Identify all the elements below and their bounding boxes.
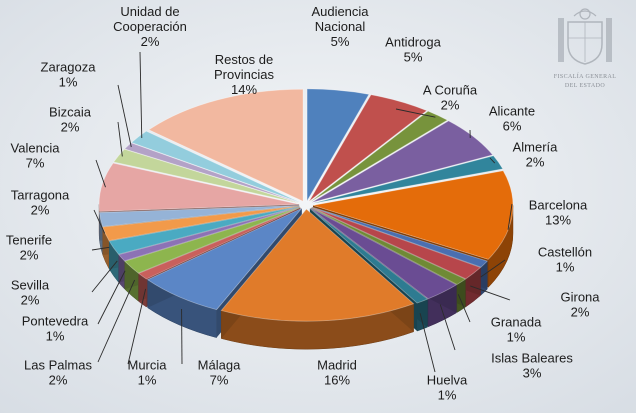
slice-label: Huelva 1%: [427, 373, 468, 403]
pie-slice: [102, 205, 300, 242]
slice-label: Audiencia Nacional 5%: [311, 4, 369, 49]
slice-label: Las Palmas 2%: [24, 358, 92, 388]
pie-slices: [98, 88, 514, 322]
pie-slice: [123, 142, 301, 204]
slice-label: Tenerife 2%: [6, 233, 52, 263]
slice-label: Sevilla 2%: [11, 278, 50, 308]
leader-line: [93, 209, 106, 234]
pie-slice: [308, 94, 428, 202]
slice-label: Girona 2%: [560, 290, 600, 320]
leader-line: [507, 203, 513, 230]
pie-slice: [310, 207, 458, 300]
slice-label: Murcia 1%: [127, 358, 167, 388]
leader-line: [457, 294, 471, 323]
slice-label: Tarragona 2%: [11, 188, 70, 218]
leader-line: [117, 121, 123, 157]
slice-label: Madrid 16%: [317, 358, 357, 388]
leader-lines: [91, 51, 513, 373]
slice-label: Almería 2%: [513, 140, 559, 170]
pie-slice: [306, 88, 370, 203]
leader-line: [470, 285, 511, 301]
pie-slice: [311, 207, 467, 285]
leader-line: [97, 279, 136, 363]
slice-labels: Audiencia Nacional 5% Antidroga 5% A Coruña 2%…: [6, 4, 600, 403]
emblem-line-2: DEL ESTADO: [565, 83, 605, 89]
slice-label: Barcelona 13%: [529, 198, 588, 228]
leader-line: [139, 51, 143, 139]
slice-label: Pontevedra 1%: [22, 314, 89, 344]
pie-slice: [108, 206, 300, 255]
slice-label: A Coruña 2%: [423, 83, 478, 113]
leader-line: [117, 84, 132, 148]
leader-line: [91, 246, 110, 251]
pie-slice: [310, 110, 449, 203]
leader-line: [489, 157, 496, 164]
pie-slice: [309, 208, 429, 304]
pie-slice: [148, 88, 304, 202]
pie-slice: [311, 206, 489, 268]
slice-label: Antidroga 5%: [385, 35, 441, 65]
pie-slice: [146, 207, 303, 311]
slice-label: Castellón 1%: [538, 245, 592, 275]
leader-line: [97, 270, 126, 325]
leader-line: [439, 304, 456, 351]
slice-label: Zaragoza 1%: [41, 60, 97, 90]
pie-slice: [124, 206, 301, 274]
leader-line: [395, 108, 436, 118]
slice-label: Valencia 7%: [11, 141, 61, 171]
coat-of-arms-icon: [558, 8, 612, 65]
leader-line: [480, 259, 506, 278]
pie-slice: [312, 155, 504, 204]
pie-slice: [311, 207, 482, 280]
slice-label: Málaga 7%: [198, 358, 241, 388]
leader-line: [419, 313, 436, 373]
pie-slice: [130, 130, 301, 203]
emblem-line-1: FISCALÍA GENERAL: [554, 72, 617, 80]
slice-label: Islas Baleares 3%: [491, 351, 573, 381]
slice-label: Alicante 6%: [489, 104, 535, 134]
pie-slice: [311, 120, 494, 203]
slice-label: Unidad de Cooperación 2%: [113, 4, 187, 49]
leader-line: [127, 288, 147, 365]
slice-label: Granada 1%: [491, 315, 542, 345]
pie-slice: [99, 205, 300, 227]
pie-slice: [118, 206, 300, 262]
slice-label: Bizcaia 2%: [49, 105, 92, 135]
slice-label: Restos de Provincias 14%: [214, 52, 274, 97]
pie-slice: [113, 148, 300, 204]
leader-line: [95, 159, 106, 188]
pie-slice: [137, 207, 301, 280]
pie-slice: [220, 208, 415, 322]
pie-slice: [312, 170, 514, 260]
pie-slice: [98, 162, 300, 212]
leader-line: [91, 260, 118, 293]
